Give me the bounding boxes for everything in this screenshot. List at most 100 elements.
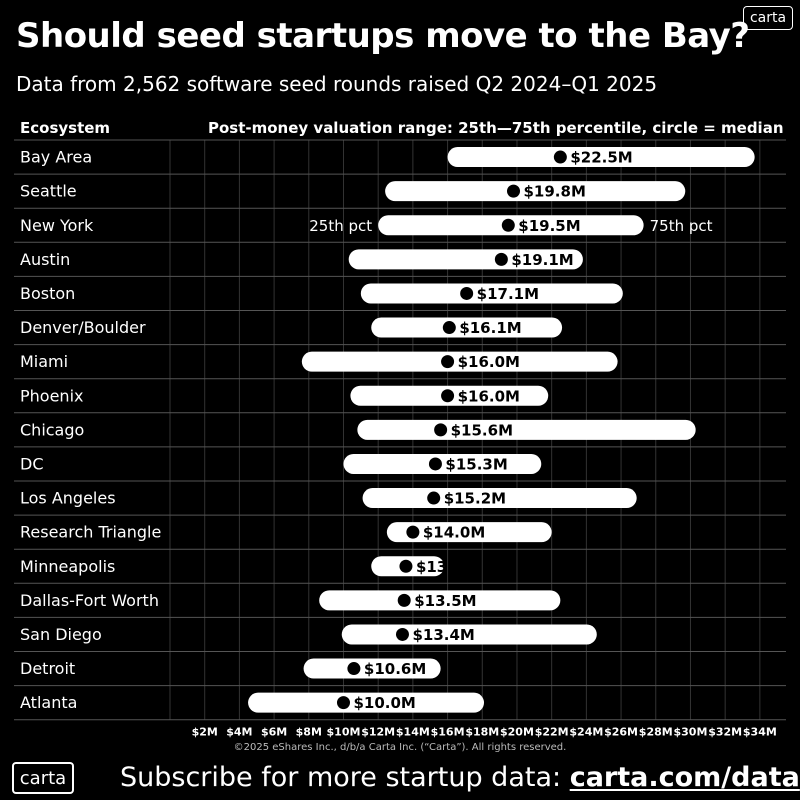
iqr-bar bbox=[303, 658, 441, 679]
iqr-bar bbox=[447, 147, 755, 168]
chart-row: Atlanta $10.0M bbox=[20, 692, 485, 713]
x-tick-label: $10M bbox=[327, 726, 361, 739]
carta-logo-top: carta bbox=[743, 6, 793, 30]
page-title: Should seed startups move to the Bay? bbox=[16, 16, 750, 56]
median-value-label: $22.5M bbox=[570, 149, 632, 167]
median-value-label: $19.1M bbox=[511, 251, 573, 269]
ecosystem-label: Austin bbox=[20, 250, 70, 269]
x-tick-label: $8M bbox=[296, 726, 322, 739]
median-value-label: $17.1M bbox=[477, 285, 539, 303]
carta-logo-bottom[interactable]: carta bbox=[12, 762, 74, 794]
iqr-bar bbox=[385, 181, 686, 202]
x-tick-label: $20M bbox=[500, 726, 534, 739]
copyright-note: ©2025 eShares Inc., d/b/a Carta Inc. (“C… bbox=[234, 742, 567, 753]
ecosystem-label: Atlanta bbox=[20, 693, 77, 712]
ecosystem-label: San Diego bbox=[20, 625, 102, 644]
x-tick-label: $18M bbox=[465, 726, 499, 739]
x-tick-label: $14M bbox=[396, 726, 430, 739]
median-marker bbox=[553, 150, 567, 164]
chart-row: Detroit $10.6M bbox=[20, 658, 441, 679]
chart-row: Chicago $15.6M bbox=[20, 419, 696, 440]
median-value-label: $13.4M bbox=[412, 626, 474, 644]
median-value-label: $15.2M bbox=[444, 490, 506, 508]
chart-row: New York $19.5M 25th pct 75th pct bbox=[20, 215, 713, 236]
chart-row: Minneapolis $13 bbox=[20, 556, 447, 577]
x-tick-label: $6M bbox=[261, 726, 287, 739]
ecosystem-label: Phoenix bbox=[20, 386, 83, 405]
x-tick-label: $32M bbox=[708, 726, 742, 739]
x-tick-label: $12M bbox=[361, 726, 395, 739]
ecosystem-label: Denver/Boulder bbox=[20, 318, 146, 337]
x-tick-label: $4M bbox=[226, 726, 252, 739]
chart-rows: Bay Area $22.5M Seattle $19.8M New York $19.5… bbox=[20, 147, 755, 713]
x-tick-label: $28M bbox=[639, 726, 673, 739]
iqr-bar bbox=[357, 419, 696, 440]
ecosystem-label: Los Angeles bbox=[20, 489, 116, 508]
median-value-label: $16.1M bbox=[459, 319, 521, 337]
chart-row: Phoenix $16.0M bbox=[20, 385, 549, 406]
median-marker bbox=[441, 389, 455, 403]
chart-header: Post-money valuation range: 25th—75th pe… bbox=[208, 119, 784, 137]
median-marker bbox=[336, 696, 350, 710]
column-header: Ecosystem bbox=[20, 119, 110, 137]
iqr-bar bbox=[371, 317, 563, 338]
chart-row: Research Triangle $14.0M bbox=[20, 522, 552, 543]
page-subtitle: Data from 2,562 software seed rounds rai… bbox=[16, 72, 658, 96]
p75-annotation: 75th pct bbox=[650, 217, 713, 235]
chart-row: DC $15.3M bbox=[20, 453, 542, 474]
median-value-label: $15.3M bbox=[445, 455, 507, 473]
median-value-label: $19.8M bbox=[524, 183, 586, 201]
median-marker bbox=[427, 491, 441, 505]
x-tick-label: $34M bbox=[743, 726, 777, 739]
median-marker bbox=[460, 286, 474, 300]
median-value-label: $14.0M bbox=[423, 524, 485, 542]
x-tick-label: $22M bbox=[535, 726, 569, 739]
ecosystem-label: DC bbox=[20, 454, 44, 473]
chart-row: Denver/Boulder $16.1M bbox=[20, 317, 563, 338]
footer-cta: Subscribe for more startup data: carta.c… bbox=[120, 762, 800, 793]
median-value-label: $10.6M bbox=[364, 660, 426, 678]
iqr-bar bbox=[301, 351, 618, 372]
footer-link[interactable]: carta.com/data bbox=[569, 762, 800, 793]
row-dividers bbox=[14, 139, 786, 721]
ecosystem-label: Dallas-Fort Worth bbox=[20, 591, 159, 610]
iqr-bar bbox=[319, 590, 561, 611]
iqr-bar bbox=[360, 283, 623, 304]
p25-annotation: 25th pct bbox=[309, 217, 372, 235]
footer-text: Subscribe for more startup data: bbox=[120, 762, 570, 793]
x-tick-label: $26M bbox=[604, 726, 638, 739]
median-marker bbox=[395, 627, 409, 641]
median-value-label: $19.5M bbox=[518, 217, 580, 235]
median-value-label: $10.0M bbox=[353, 694, 415, 712]
x-tick-label: $2M bbox=[192, 726, 218, 739]
median-value-label: $15.6M bbox=[451, 421, 513, 439]
iqr-bar bbox=[248, 692, 485, 713]
x-axis-ticks: $2M $4M $6M $8M $10M $12M $14M $16M $18M $20M $22M… bbox=[192, 726, 777, 739]
ecosystem-label: Chicago bbox=[20, 420, 84, 439]
chart-row: Miami $16.0M bbox=[20, 351, 618, 372]
chart-row: Boston $17.1M bbox=[20, 283, 623, 304]
median-marker bbox=[442, 321, 456, 335]
ecosystem-label: Research Triangle bbox=[20, 523, 161, 542]
median-marker bbox=[501, 218, 515, 232]
iqr-bar bbox=[386, 522, 552, 543]
iqr-bar bbox=[348, 249, 583, 270]
ecosystem-label: Seattle bbox=[20, 182, 77, 201]
chart-row: Bay Area $22.5M bbox=[20, 147, 755, 168]
ecosystem-label: Bay Area bbox=[20, 148, 92, 167]
ecosystem-label: Detroit bbox=[20, 659, 75, 678]
chart-row: Dallas-Fort Worth $13.5M bbox=[20, 590, 561, 611]
ecosystem-label: New York bbox=[20, 216, 94, 235]
median-value-label: $13.5M bbox=[414, 592, 476, 610]
median-value-label: $16.0M bbox=[458, 353, 520, 371]
x-tick-label: $30M bbox=[674, 726, 708, 739]
median-marker bbox=[494, 252, 508, 266]
chart-row: Austin $19.1M bbox=[20, 249, 583, 270]
median-marker bbox=[428, 457, 442, 471]
chart-row: Seattle $19.8M bbox=[20, 181, 686, 202]
ecosystem-label: Miami bbox=[20, 352, 68, 371]
median-marker bbox=[406, 525, 420, 539]
median-marker bbox=[434, 423, 448, 437]
chart-row: Los Angeles $15.2M bbox=[20, 488, 637, 509]
x-tick-label: $24M bbox=[569, 726, 603, 739]
